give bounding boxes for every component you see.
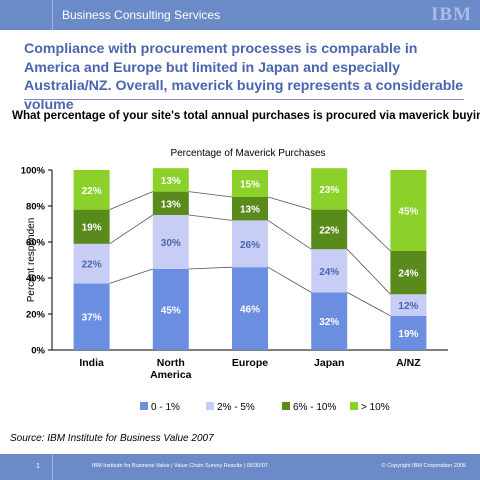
legend-label: 6% - 10% [293, 402, 336, 413]
data-label: 32% [319, 317, 339, 328]
bar-segment [232, 197, 268, 221]
copyright-text: © Copyright IBM Corporation 2005 [381, 463, 466, 469]
bar-segment [152, 168, 189, 192]
bar-segment [152, 215, 189, 269]
section-label: Business Consulting Services [62, 8, 221, 22]
data-label: 30% [161, 238, 181, 249]
data-label: 26% [240, 240, 260, 251]
series-connector-line [109, 214, 154, 245]
chart-title: Percentage of Maverick Purchases [170, 148, 325, 159]
data-label: 24% [398, 269, 418, 280]
bar-segment [73, 243, 110, 284]
data-label: 24% [319, 267, 339, 278]
data-label: 22% [319, 225, 339, 236]
footer-band: 1 IBM Institute for Business Value | Val… [0, 454, 480, 480]
data-label: 22% [82, 260, 102, 271]
data-label: 13% [240, 205, 260, 216]
bar-segment [390, 315, 427, 350]
y-tick-label: 60% [26, 238, 46, 249]
bar-segment [73, 170, 110, 210]
bar-segment [152, 269, 189, 350]
y-tick-label: 0% [31, 346, 45, 357]
data-label: 15% [240, 180, 260, 191]
data-label: 23% [319, 185, 339, 196]
slide-headline: Compliance with procurement processes is… [24, 41, 464, 113]
ibm-logo: IBM [431, 4, 472, 25]
x-tick-label: Japan [314, 357, 344, 369]
legend-swatch [206, 402, 214, 410]
bar-segment [311, 292, 348, 350]
series-connector-line [188, 214, 233, 221]
data-label: 19% [398, 329, 418, 340]
legend-label: 2% - 5% [217, 402, 255, 413]
series-connector-line [347, 292, 391, 317]
bar-segment [152, 191, 189, 215]
headline-rule [24, 99, 464, 100]
footer-center-text: IBM Institute for Business Value | Value… [92, 463, 268, 469]
bar-segment [390, 170, 427, 251]
source-note: Source: IBM Institute for Business Value… [10, 433, 214, 444]
series-connector-line [109, 268, 153, 284]
x-tick-label: Europe [232, 357, 268, 369]
header-band: Business Consulting Services IBM [0, 0, 480, 30]
bar-segment [232, 170, 268, 197]
bar-segment [390, 251, 427, 295]
series-connector-line [188, 191, 233, 198]
y-tick-label: 40% [26, 274, 46, 285]
bar-segment [73, 283, 110, 350]
data-label: 19% [82, 223, 102, 234]
legend-swatch [140, 402, 148, 410]
series-connector-line [346, 248, 391, 295]
data-label: 13% [161, 176, 181, 187]
bar-segment [311, 249, 348, 293]
maverick-purchases-chart: Percentage of Maverick Purchases Percent … [21, 148, 448, 413]
series-connector-line [346, 209, 391, 252]
bar-segment [232, 220, 268, 268]
data-label: 45% [161, 306, 181, 317]
legend-swatch [350, 402, 358, 410]
y-tick-label: 20% [26, 310, 46, 321]
data-label: 12% [398, 301, 418, 312]
data-label: 46% [240, 305, 260, 316]
legend-label: 0 - 1% [151, 402, 180, 413]
x-tick-label: North [157, 357, 185, 369]
series-connector-line [267, 220, 312, 250]
y-tick-label: 80% [26, 202, 46, 213]
data-label: 37% [82, 313, 102, 324]
y-axis-label: Percent responden [26, 218, 37, 303]
series-connector-line [267, 266, 312, 293]
footer-divider [52, 454, 53, 480]
series-connector-line [267, 196, 312, 210]
bar-segment [232, 267, 268, 350]
bar-segment [73, 209, 110, 244]
bar-segment [311, 168, 348, 210]
y-tick-label: 100% [21, 166, 46, 177]
series-connector-line [188, 266, 233, 270]
bar-segment [311, 209, 348, 250]
series-connector-line [109, 191, 153, 210]
x-tick-label: India [79, 357, 104, 369]
data-label: 22% [82, 186, 102, 197]
legend-swatch [282, 402, 290, 410]
data-label: 45% [398, 207, 418, 218]
legend-label: > 10% [361, 402, 390, 413]
data-label: 13% [161, 199, 181, 210]
bar-segment [390, 294, 427, 316]
page-number: 1 [36, 463, 40, 470]
x-tick-label: A/NZ [396, 357, 421, 369]
x-tick-label: America [150, 369, 192, 381]
survey-question: What percentage of your site's total ann… [12, 109, 480, 122]
header-divider [52, 0, 53, 30]
